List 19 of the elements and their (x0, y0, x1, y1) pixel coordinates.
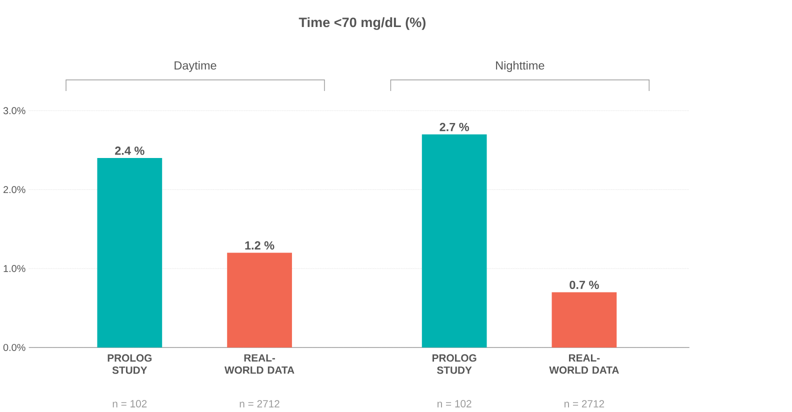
y-tick-label: 3.0% (3, 107, 26, 114)
y-tick-label: 0.0% (3, 344, 26, 352)
y-tick-label: 2.0% (4, 186, 26, 194)
data-label: 0.7 % (570, 280, 599, 290)
chart-title: Time <70 mg/dL (%) (298, 17, 426, 30)
data-label: 2.7 % (440, 122, 470, 132)
x-tick-label: PROLOG STUDY (108, 354, 152, 374)
x-tick-label: REAL-WORLD DATA (224, 354, 294, 374)
text: n = 2712 (240, 400, 280, 408)
y-tick-label: 1.0% (4, 265, 26, 272)
data-label: 1.2 % (245, 241, 274, 250)
text: Nighttime (496, 61, 544, 72)
text: n = 102 (438, 400, 472, 408)
x-tick-label: PROLOG STUDY (432, 354, 476, 374)
text: Daytime (174, 61, 216, 72)
text: n = 2712 (564, 400, 604, 408)
x-tick-label: REAL-WORLD DATA (549, 354, 619, 374)
text: n = 102 (112, 400, 147, 408)
data-label: 2.4 % (115, 146, 144, 155)
